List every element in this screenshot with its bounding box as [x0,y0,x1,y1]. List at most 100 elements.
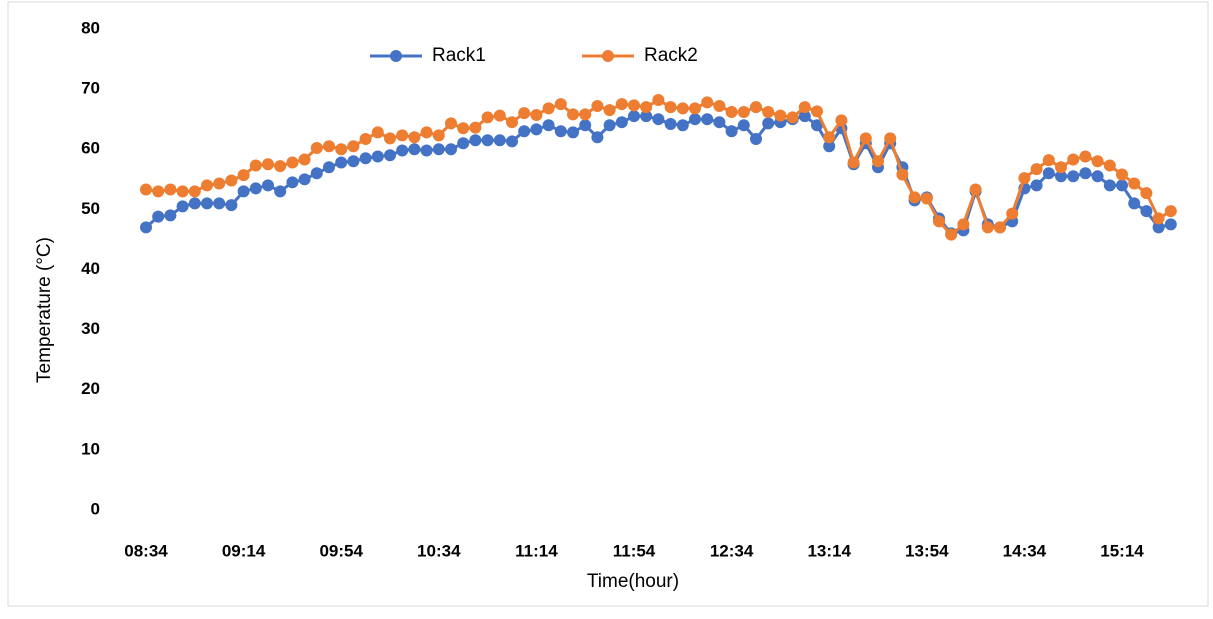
point [664,101,677,114]
point [554,98,567,111]
point [262,158,274,171]
point [1030,163,1043,176]
point [506,116,518,129]
x-tick-label: 08:34 [124,541,168,560]
point [213,177,226,190]
point [798,101,811,114]
point [396,144,409,157]
point [188,197,201,210]
point [1018,172,1031,185]
point [371,150,384,163]
point [347,155,360,168]
point [701,113,714,126]
point [1164,205,1177,218]
point [652,113,665,126]
point [628,110,640,123]
point [1128,177,1141,190]
legend-label: Rack1 [432,45,486,66]
y-tick-label: 20 [81,379,100,398]
point [640,101,653,114]
point [493,134,506,147]
point [689,113,701,126]
point [737,119,750,132]
point [335,156,348,169]
point [1116,179,1128,192]
point [811,105,823,118]
point [420,144,433,157]
point [591,131,604,144]
point [1067,170,1080,183]
point [1091,155,1104,168]
point [286,156,299,169]
point [615,116,628,129]
point [994,221,1006,234]
point [652,93,665,106]
point [628,99,640,112]
point [237,185,250,198]
y-tick-label: 30 [81,319,100,338]
y-tick-label: 80 [81,18,100,37]
point [774,109,787,122]
point [1103,179,1116,192]
point [262,179,274,192]
point [725,125,738,138]
point [823,140,836,153]
point [945,228,958,241]
point [1079,167,1092,180]
point [689,102,701,115]
point [249,159,262,172]
point [835,114,848,127]
point [1030,179,1043,192]
chart-frame [7,1,1209,607]
point [445,143,457,156]
point [347,140,360,153]
point [164,209,177,222]
point [298,153,311,166]
point [274,160,287,173]
x-tick-label: 13:54 [905,541,949,560]
point [676,119,689,132]
point [457,137,470,150]
point [1140,205,1153,218]
point [981,221,994,234]
point [957,218,970,231]
point [481,111,494,124]
x-tick-label: 13:14 [807,541,851,560]
point [676,102,689,115]
point [140,221,152,234]
point [1152,212,1165,225]
point [408,131,421,144]
x-tick-label: 10:34 [417,541,461,560]
point [567,108,579,121]
point [1055,161,1067,174]
x-tick-label: 11:14 [515,541,558,560]
point [872,155,884,168]
point [518,107,531,120]
y-tick-label: 50 [81,199,100,218]
point [786,111,799,124]
point [237,169,250,182]
y-tick-label: 0 [91,499,100,518]
point [323,161,335,174]
point [737,105,750,118]
point [1128,197,1141,210]
point [847,156,860,169]
point [884,132,897,145]
legend-marker [390,50,402,62]
point [1152,221,1165,234]
point [274,185,287,198]
legend-label: Rack2 [644,45,698,66]
point [359,152,372,165]
point [713,116,726,129]
point [750,101,762,114]
point [384,132,396,145]
y-tick-label: 40 [81,259,100,278]
point [286,176,299,189]
point [225,174,238,187]
point [420,126,433,139]
point [1091,170,1104,183]
point [530,123,543,136]
x-tick-label: 12:34 [710,541,754,560]
point [201,179,213,192]
point [469,134,482,147]
